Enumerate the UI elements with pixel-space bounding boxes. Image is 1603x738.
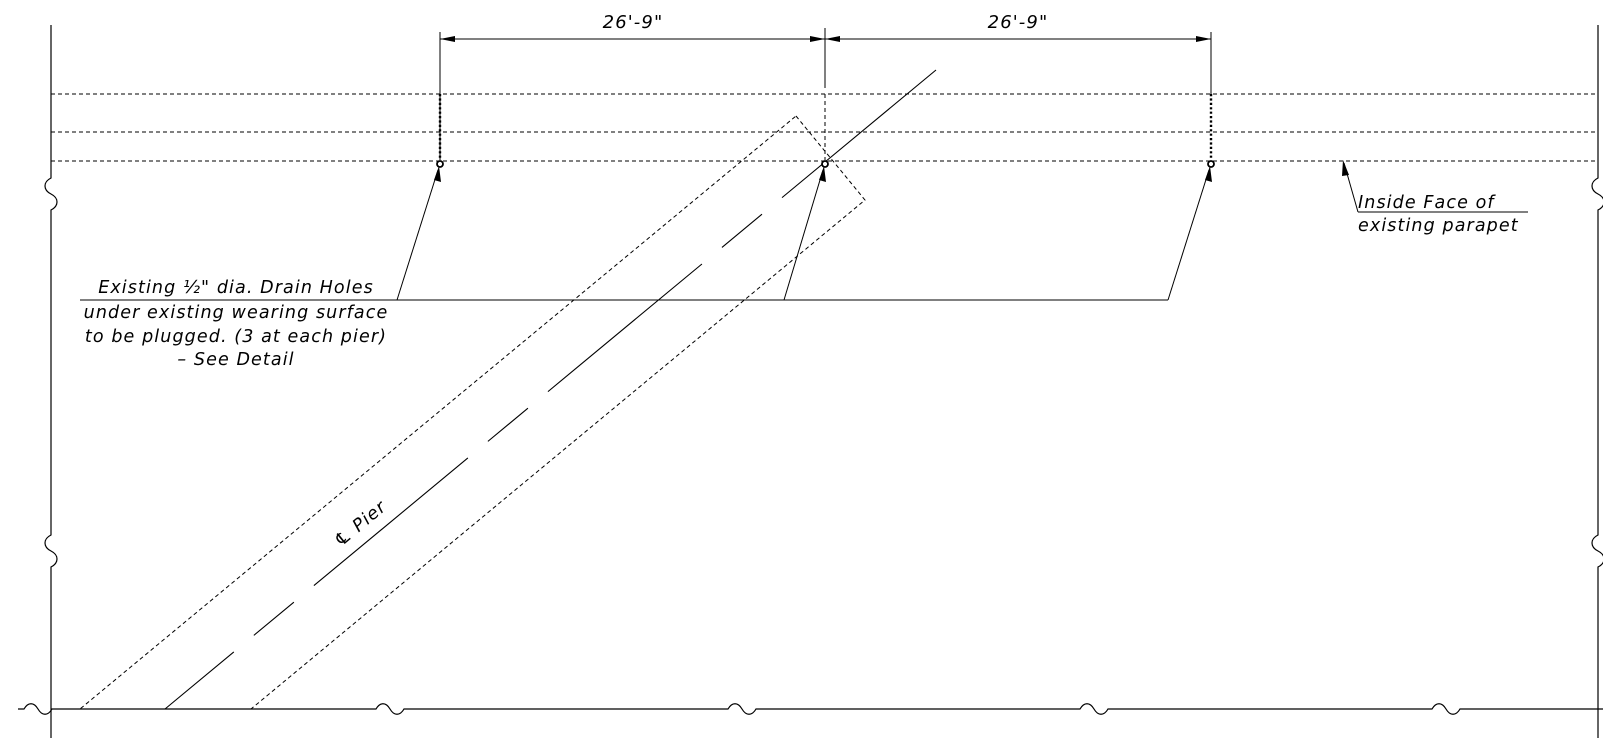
drain-leaders — [80, 166, 1212, 301]
bottom-edge-line — [18, 703, 1603, 715]
pier-outline — [78, 115, 866, 710]
drain-note-line2: under existing wearing surface — [84, 303, 389, 323]
drain-hole-right — [1207, 160, 1215, 168]
parapet-note-line1: Inside Face of — [1358, 193, 1496, 213]
pier-centerline — [164, 69, 937, 710]
dimension-left-text: 26'-9" — [603, 12, 664, 33]
dimension-right-text: 26'-9" — [988, 12, 1049, 33]
drain-hole-left — [436, 160, 444, 168]
drain-note-line3: to be plugged. (3 at each pier) — [85, 327, 387, 347]
parapet-note-line2: existing parapet — [1358, 216, 1519, 236]
dimension-line — [439, 28, 1212, 160]
drain-hole-center — [821, 160, 829, 168]
drain-note-line1: Existing ½" dia. Drain Holes — [98, 278, 374, 298]
parapet-leader — [1342, 160, 1528, 213]
pier-centerline-label: ℄ Pier — [331, 496, 391, 551]
right-edge-line — [1591, 25, 1603, 738]
left-edge-line — [44, 25, 58, 738]
drain-note-line4: – See Detail — [177, 350, 294, 370]
